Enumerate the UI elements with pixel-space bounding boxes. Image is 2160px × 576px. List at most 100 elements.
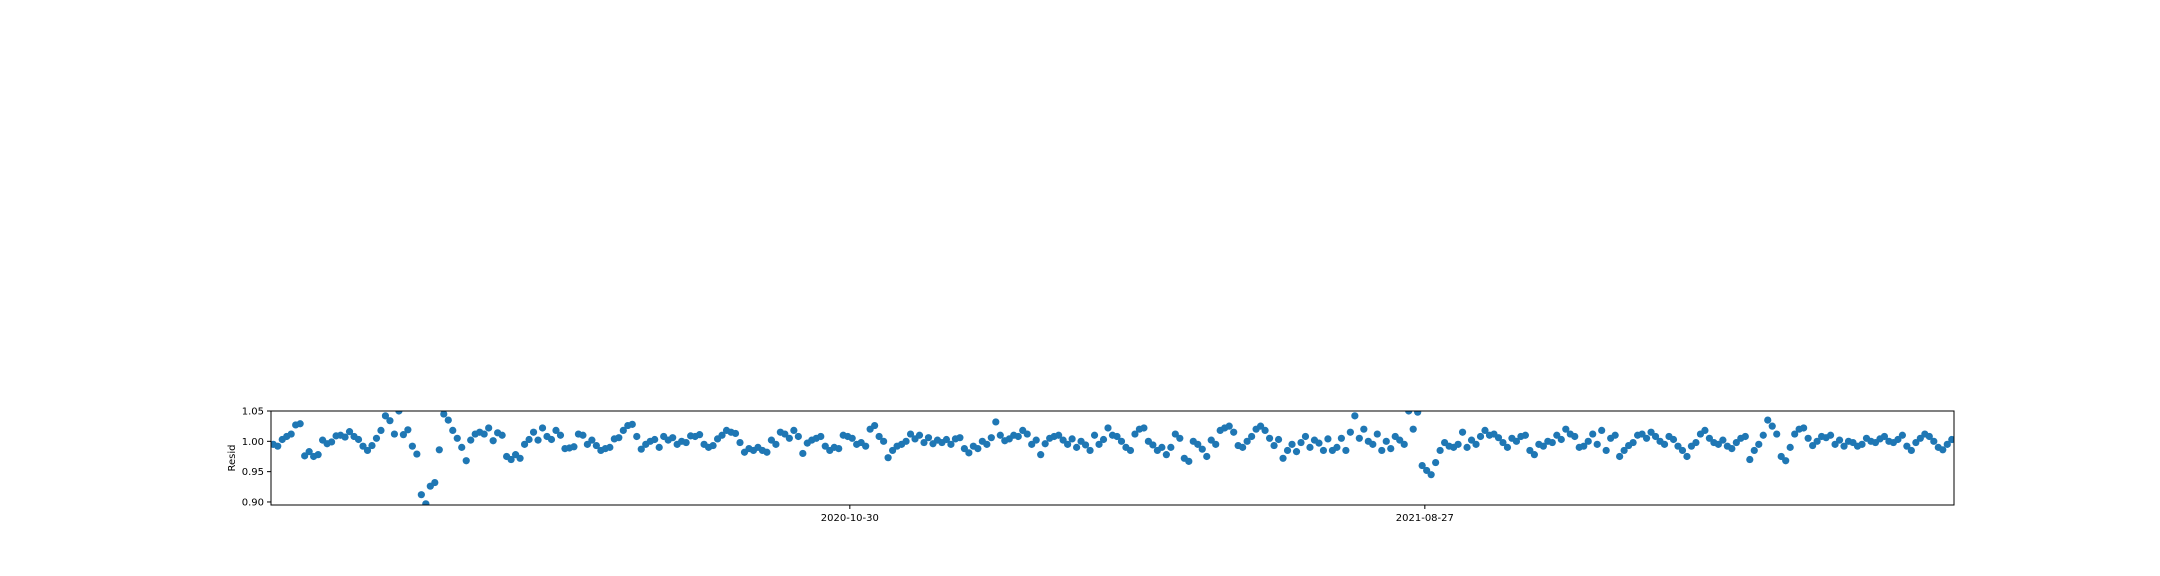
data-point bbox=[1162, 451, 1170, 459]
data-point bbox=[1903, 442, 1911, 450]
data-point bbox=[992, 418, 1000, 426]
data-point bbox=[1813, 437, 1821, 445]
data-point bbox=[1288, 440, 1296, 448]
data-point bbox=[1526, 446, 1534, 455]
data-point bbox=[1014, 432, 1022, 441]
data-point bbox=[1117, 437, 1126, 445]
data-point bbox=[1319, 446, 1328, 455]
data-point bbox=[1512, 437, 1521, 445]
data-point bbox=[1773, 430, 1781, 438]
data-point bbox=[1916, 434, 1924, 442]
data-point bbox=[327, 438, 336, 446]
data-point bbox=[1360, 425, 1368, 433]
data-point bbox=[345, 428, 354, 436]
data-point bbox=[888, 446, 897, 455]
data-point bbox=[651, 435, 659, 444]
data-point bbox=[287, 430, 295, 438]
data-point bbox=[987, 434, 995, 442]
data-point bbox=[1037, 451, 1045, 459]
data-point bbox=[1611, 431, 1619, 439]
data-point bbox=[1373, 430, 1381, 438]
data-point bbox=[1858, 440, 1866, 448]
data-point bbox=[1481, 426, 1489, 435]
data-point bbox=[1342, 446, 1350, 455]
data-point bbox=[960, 445, 969, 453]
data-point bbox=[305, 448, 313, 456]
data-point bbox=[417, 491, 425, 499]
x-axis: 2020-10-30 2021-08-27 bbox=[821, 505, 1454, 524]
data-point bbox=[1396, 436, 1404, 444]
data-point bbox=[1265, 434, 1274, 442]
data-point bbox=[772, 440, 780, 448]
data-point bbox=[1346, 428, 1354, 436]
data-point bbox=[848, 434, 856, 442]
data-point bbox=[915, 431, 924, 439]
data-point bbox=[947, 440, 955, 448]
data-point bbox=[588, 436, 596, 444]
data-point bbox=[1369, 440, 1377, 448]
data-point bbox=[619, 426, 627, 435]
data-point bbox=[880, 437, 888, 445]
data-point bbox=[1930, 437, 1938, 445]
data-point bbox=[924, 434, 933, 442]
data-point bbox=[1315, 439, 1323, 447]
data-point bbox=[1104, 424, 1112, 432]
y-tick-label: 1.05 bbox=[242, 407, 264, 418]
data-point bbox=[386, 417, 394, 425]
data-point bbox=[341, 433, 349, 441]
data-point bbox=[1714, 440, 1722, 448]
data-point bbox=[1683, 452, 1691, 461]
data-point bbox=[1090, 431, 1099, 439]
data-point bbox=[736, 438, 744, 447]
data-point bbox=[906, 430, 915, 438]
data-point bbox=[1064, 440, 1072, 448]
data-point bbox=[1261, 426, 1269, 435]
data-point bbox=[974, 445, 982, 453]
data-point bbox=[1571, 432, 1579, 441]
data-point bbox=[480, 430, 488, 438]
data-point bbox=[1728, 445, 1736, 453]
data-point bbox=[1387, 445, 1395, 453]
data-point bbox=[1894, 435, 1902, 444]
data-point bbox=[1732, 438, 1740, 447]
data-point bbox=[556, 431, 565, 439]
data-point bbox=[1589, 430, 1597, 438]
data-point bbox=[1503, 443, 1512, 451]
data-point bbox=[1068, 435, 1076, 443]
data-point bbox=[615, 434, 623, 442]
data-point bbox=[1414, 411, 1422, 416]
data-point bbox=[444, 416, 452, 424]
y-tick-label: 0.95 bbox=[242, 467, 264, 478]
data-point bbox=[507, 455, 515, 464]
data-point bbox=[1243, 437, 1251, 445]
data-point bbox=[1598, 426, 1606, 435]
data-point bbox=[368, 441, 376, 450]
data-point bbox=[529, 428, 538, 436]
data-point bbox=[1292, 448, 1301, 456]
data-point bbox=[1764, 416, 1772, 424]
data-point bbox=[920, 438, 928, 447]
data-point bbox=[817, 432, 825, 441]
data-point bbox=[669, 434, 677, 442]
data-point bbox=[1423, 466, 1431, 475]
data-point bbox=[435, 446, 443, 454]
data-point bbox=[1436, 446, 1444, 455]
data-point bbox=[628, 420, 636, 428]
data-point bbox=[875, 432, 883, 441]
data-point bbox=[489, 437, 497, 445]
data-point bbox=[274, 442, 282, 450]
data-point bbox=[1660, 440, 1669, 448]
data-point bbox=[871, 421, 879, 430]
data-point bbox=[1297, 438, 1305, 447]
data-point bbox=[440, 411, 448, 418]
data-point bbox=[1176, 434, 1184, 442]
data-point bbox=[956, 434, 964, 442]
data-point bbox=[1674, 442, 1682, 450]
data-point bbox=[633, 432, 641, 441]
data-point bbox=[1126, 446, 1135, 455]
data-point bbox=[1257, 422, 1265, 430]
data-point bbox=[381, 412, 390, 420]
data-point bbox=[1912, 438, 1920, 447]
data-point bbox=[1427, 471, 1435, 479]
